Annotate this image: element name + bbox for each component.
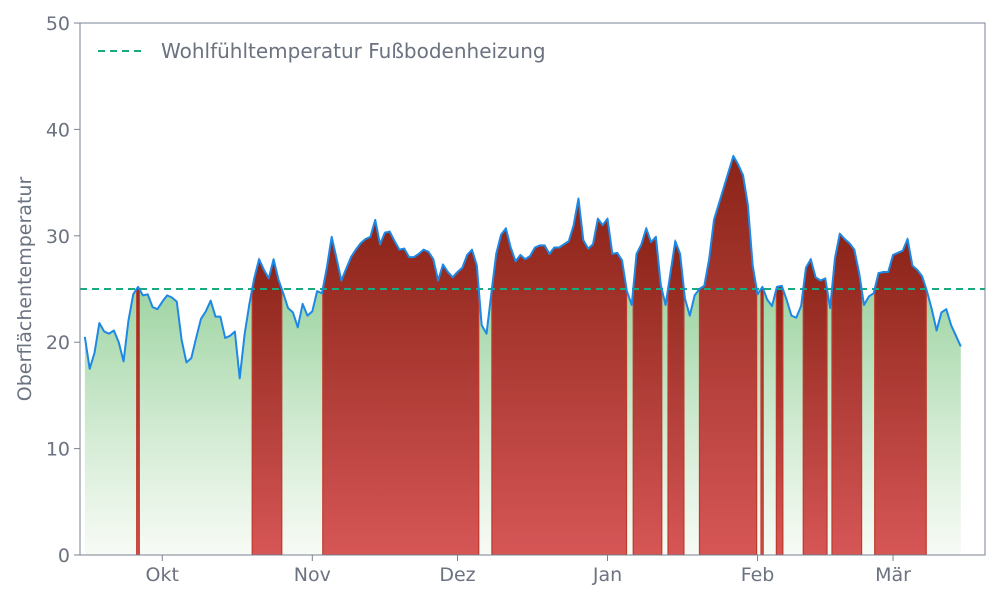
plot-frame <box>79 22 986 556</box>
y-axis: 0 10 20 30 40 50 <box>46 13 80 567</box>
above-comfort-region <box>251 257 283 555</box>
y-tick-label: 50 <box>46 13 70 35</box>
above-comfort-region <box>760 285 764 555</box>
x-tick-label: Jan <box>592 564 622 586</box>
y-tick-label: 0 <box>58 545 70 567</box>
above-comfort-region <box>802 257 828 555</box>
y-tick-label: 20 <box>46 332 70 354</box>
x-axis: Okt Nov Dez Jan Feb Mär <box>146 555 911 586</box>
legend: Wohlfühltemperatur Fußbodenheizung <box>98 39 546 63</box>
above-comfort-region <box>775 285 784 555</box>
y-tick-label: 40 <box>46 119 70 141</box>
temperature-line-series <box>83 155 962 380</box>
y-tick-label: 30 <box>46 226 70 248</box>
above-comfort-region <box>831 232 863 555</box>
above-comfort-region <box>632 226 663 555</box>
y-axis-title: Oberflächentemperatur <box>14 177 36 402</box>
above-comfort-area <box>136 154 927 555</box>
x-tick-label: Mär <box>875 564 911 586</box>
x-tick-label: Feb <box>741 564 775 586</box>
above-comfort-region <box>136 285 140 555</box>
temperature-line <box>83 155 962 380</box>
legend-label: Wohlfühltemperatur Fußbodenheizung <box>161 39 546 63</box>
x-tick-label: Nov <box>294 564 331 586</box>
above-comfort-region <box>874 236 927 555</box>
x-tick-label: Okt <box>146 564 179 586</box>
y-tick-label: 10 <box>46 439 70 461</box>
x-tick-label: Dez <box>439 564 475 586</box>
